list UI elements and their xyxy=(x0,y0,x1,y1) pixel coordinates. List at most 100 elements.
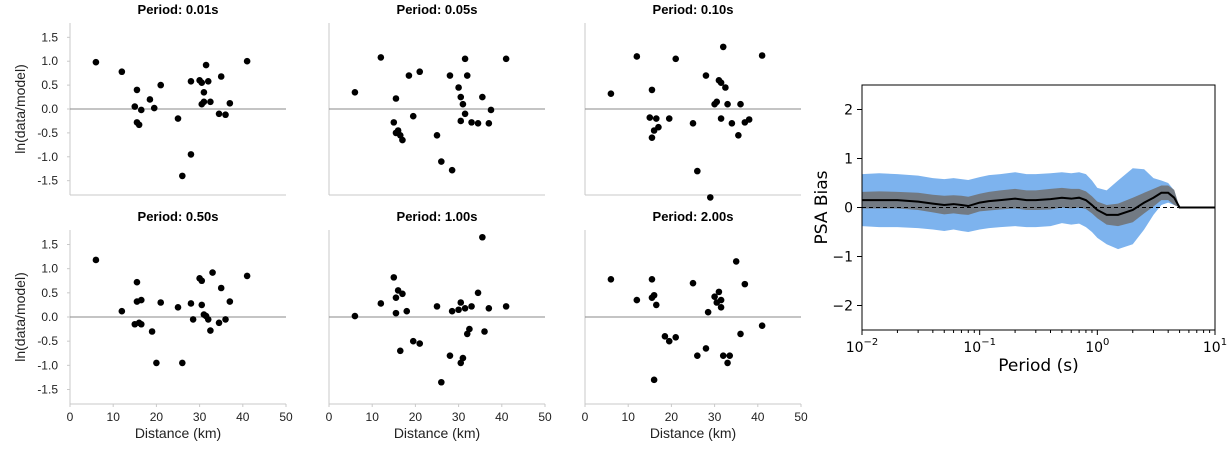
x-tick-label: 40 xyxy=(751,410,765,424)
data-point xyxy=(146,96,154,103)
y-tick-label: −2 xyxy=(832,299,853,315)
data-point xyxy=(405,72,413,79)
data-point xyxy=(179,172,186,180)
panel-title: Period: 2.00s xyxy=(653,209,734,224)
data-point xyxy=(243,57,251,65)
data-point xyxy=(607,276,615,283)
x-tick-label: 50 xyxy=(279,410,293,424)
data-point xyxy=(758,52,766,59)
data-point xyxy=(118,307,126,315)
data-point xyxy=(153,359,160,367)
data-point xyxy=(137,296,145,304)
data-point xyxy=(222,111,229,119)
data-point xyxy=(652,301,660,309)
data-point xyxy=(468,303,475,310)
data-point xyxy=(416,340,424,347)
data-point xyxy=(446,352,454,359)
data-point xyxy=(711,293,718,301)
x-tick-label: 40 xyxy=(236,410,250,424)
data-point xyxy=(737,100,744,108)
data-point xyxy=(607,90,615,98)
x-tick-label: 10 xyxy=(622,410,636,424)
data-point xyxy=(409,112,417,120)
data-point xyxy=(92,256,100,264)
y-tick-label: 0.5 xyxy=(41,286,58,300)
data-point xyxy=(474,289,482,297)
data-point xyxy=(502,55,510,63)
data-point xyxy=(646,114,654,121)
data-point xyxy=(433,303,441,310)
data-point xyxy=(455,84,462,91)
data-point xyxy=(724,100,731,108)
data-point xyxy=(672,55,680,63)
data-point xyxy=(726,352,734,359)
data-point xyxy=(468,119,475,126)
data-point xyxy=(448,166,456,174)
data-point xyxy=(694,352,701,359)
y-tick-label: 0 xyxy=(844,201,853,217)
data-point xyxy=(735,131,742,139)
x-tick-label: 10 xyxy=(107,410,121,424)
data-point xyxy=(719,352,727,359)
data-point xyxy=(732,258,740,265)
data-point xyxy=(648,134,656,141)
x-axis-label: Distance (km) xyxy=(135,425,221,441)
data-point xyxy=(661,333,669,340)
scatter-panel: Period: 0.50s 1.5 1.0 0.5 0.0 -0.5 -1.0 -1.5 0 10… xyxy=(12,209,293,441)
data-point xyxy=(704,308,712,316)
data-point xyxy=(207,98,214,106)
data-point xyxy=(717,304,725,311)
data-point xyxy=(377,54,385,61)
panel-title: Period: 0.50s xyxy=(138,209,219,224)
inner-uncertainty-band xyxy=(862,185,1215,227)
data-point xyxy=(189,316,197,323)
scatter-panel: Period: 0.05s xyxy=(328,2,545,196)
y-tick-label: 0.0 xyxy=(41,310,58,324)
data-point xyxy=(655,123,662,131)
data-point xyxy=(133,86,141,94)
x-tick-label: 40 xyxy=(495,410,509,424)
data-point xyxy=(157,299,165,306)
data-point xyxy=(457,117,465,125)
data-point xyxy=(209,269,216,276)
plot-area xyxy=(862,168,1215,250)
data-point xyxy=(351,312,359,320)
data-point xyxy=(665,115,673,122)
data-point xyxy=(131,103,139,110)
data-point xyxy=(633,296,641,304)
data-point xyxy=(717,296,725,304)
y-tick-label: -1.0 xyxy=(37,358,58,372)
data-point xyxy=(187,151,195,158)
data-point xyxy=(392,95,400,102)
y-tick-label: −1 xyxy=(832,250,853,266)
x-tick-label: 0 xyxy=(67,410,74,424)
x-tick-label: 0 xyxy=(326,410,333,424)
data-point xyxy=(648,276,656,283)
x-axis-label: Distance (km) xyxy=(650,425,736,441)
data-point xyxy=(243,272,251,280)
data-point xyxy=(390,119,398,126)
y-tick-label: 0.0 xyxy=(41,102,58,116)
data-point xyxy=(390,274,398,281)
data-point xyxy=(717,79,725,87)
data-point xyxy=(118,68,126,76)
data-point xyxy=(463,72,471,79)
data-point xyxy=(737,330,744,338)
y-tick-label: 2 xyxy=(844,103,853,119)
data-point xyxy=(487,106,495,114)
mean-bias-line xyxy=(862,191,1215,216)
scatter-panel: Period: 0.01s 1.5 1.0 0.5 0.0 -0.5 -1.0 -1.5 ln(… xyxy=(12,2,286,196)
data-point xyxy=(198,79,206,87)
data-point xyxy=(137,320,145,328)
data-point xyxy=(724,359,731,367)
y-axis-label: ln(data/model) xyxy=(12,272,28,362)
panel-title: Period: 1.00s xyxy=(397,209,478,224)
data-point xyxy=(474,120,482,127)
data-point xyxy=(446,72,454,79)
data-point xyxy=(461,110,469,118)
data-point xyxy=(652,115,660,122)
data-point xyxy=(481,328,488,335)
data-point xyxy=(672,334,680,341)
y-tick-label: 1 xyxy=(844,152,853,168)
data-point xyxy=(457,299,465,306)
